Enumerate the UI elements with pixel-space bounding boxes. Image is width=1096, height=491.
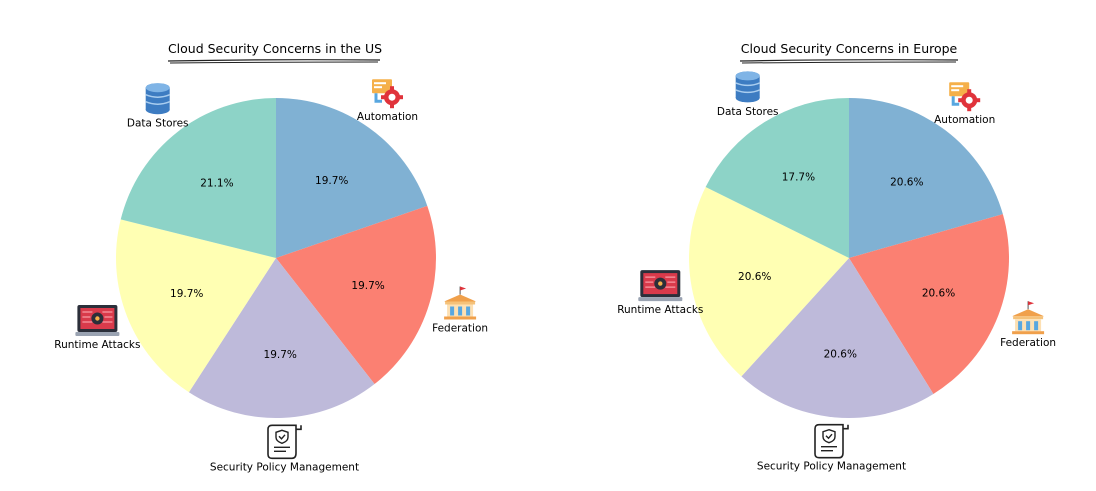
pie-slice-data-stores bbox=[120, 98, 276, 258]
data-store-database-icon bbox=[734, 70, 761, 104]
category-label-federation: Federation bbox=[432, 323, 488, 335]
value-label-runtime-attacks: 20.6% bbox=[738, 271, 771, 283]
automation-gear-icon bbox=[947, 80, 982, 113]
category-labels: Automation Federation Security Policy Mana… bbox=[617, 106, 1056, 473]
title-underline bbox=[739, 59, 959, 62]
pie-slice-automation bbox=[849, 98, 1003, 258]
category-label-data-stores: Data Stores bbox=[127, 118, 189, 130]
value-labels: 19.7% 19.7% 19.7% 19.7% 21.1% bbox=[170, 175, 385, 361]
security-policy-scroll-icon bbox=[814, 423, 849, 459]
value-label-runtime-attacks: 19.7% bbox=[170, 288, 203, 300]
category-label-automation: Automation bbox=[357, 111, 418, 123]
value-label-security-policy-management: 20.6% bbox=[824, 349, 857, 361]
chart-us: 19.7% 19.7% 19.7% 19.7% 21.1% Automation Fede… bbox=[54, 41, 488, 473]
automation-gear-icon bbox=[370, 77, 405, 110]
value-label-data-stores: 21.1% bbox=[200, 177, 233, 189]
chart-title: Cloud Security Concerns in Europe bbox=[741, 41, 958, 56]
category-label-security-policy-management: Security Policy Management bbox=[757, 461, 906, 473]
pie-slice-security-policy-management bbox=[188, 258, 375, 419]
value-labels: 20.6% 20.6% 20.6% 20.6% 17.7% bbox=[738, 171, 955, 360]
chart-europe: 20.6% 20.6% 20.6% 20.6% 17.7% Automation Fede… bbox=[617, 41, 1056, 473]
category-label-data-stores: Data Stores bbox=[717, 106, 779, 118]
value-label-automation: 19.7% bbox=[315, 175, 348, 187]
pie-slice-federation bbox=[849, 214, 1010, 394]
category-labels: Automation Federation Security Policy Mana… bbox=[54, 111, 488, 473]
category-label-runtime-attacks: Runtime Attacks bbox=[54, 339, 140, 351]
pie-slice-security-policy-management bbox=[741, 258, 934, 418]
pie-slices bbox=[116, 98, 436, 419]
category-label-runtime-attacks: Runtime Attacks bbox=[617, 304, 703, 316]
value-label-security-policy-management: 19.7% bbox=[264, 349, 297, 361]
pie-slice-runtime-attacks bbox=[689, 187, 849, 377]
title-underline bbox=[169, 61, 379, 64]
data-store-database-icon bbox=[144, 82, 171, 115]
value-label-automation: 20.6% bbox=[890, 176, 923, 188]
title-underline bbox=[741, 61, 957, 64]
pie-slice-federation bbox=[276, 205, 436, 385]
federation-building-icon bbox=[443, 286, 477, 320]
value-label-data-stores: 17.7% bbox=[782, 171, 815, 183]
category-label-federation: Federation bbox=[1000, 337, 1056, 349]
pie-slice-runtime-attacks bbox=[116, 219, 277, 393]
category-label-security-policy-management: Security Policy Management bbox=[210, 461, 359, 473]
title-underline bbox=[167, 59, 381, 62]
pie-slice-data-stores bbox=[705, 98, 849, 258]
chart-title: Cloud Security Concerns in the US bbox=[168, 41, 382, 56]
pie-slice-automation bbox=[276, 98, 428, 258]
federation-building-icon bbox=[1011, 300, 1045, 335]
runtime-attack-laptop-icon bbox=[637, 269, 683, 302]
value-label-federation: 19.7% bbox=[351, 280, 384, 292]
runtime-attack-laptop-icon bbox=[74, 304, 120, 337]
category-label-automation: Automation bbox=[934, 114, 995, 126]
value-label-federation: 20.6% bbox=[922, 288, 955, 300]
pie-slices bbox=[689, 98, 1010, 418]
security-policy-scroll-icon bbox=[267, 424, 302, 460]
